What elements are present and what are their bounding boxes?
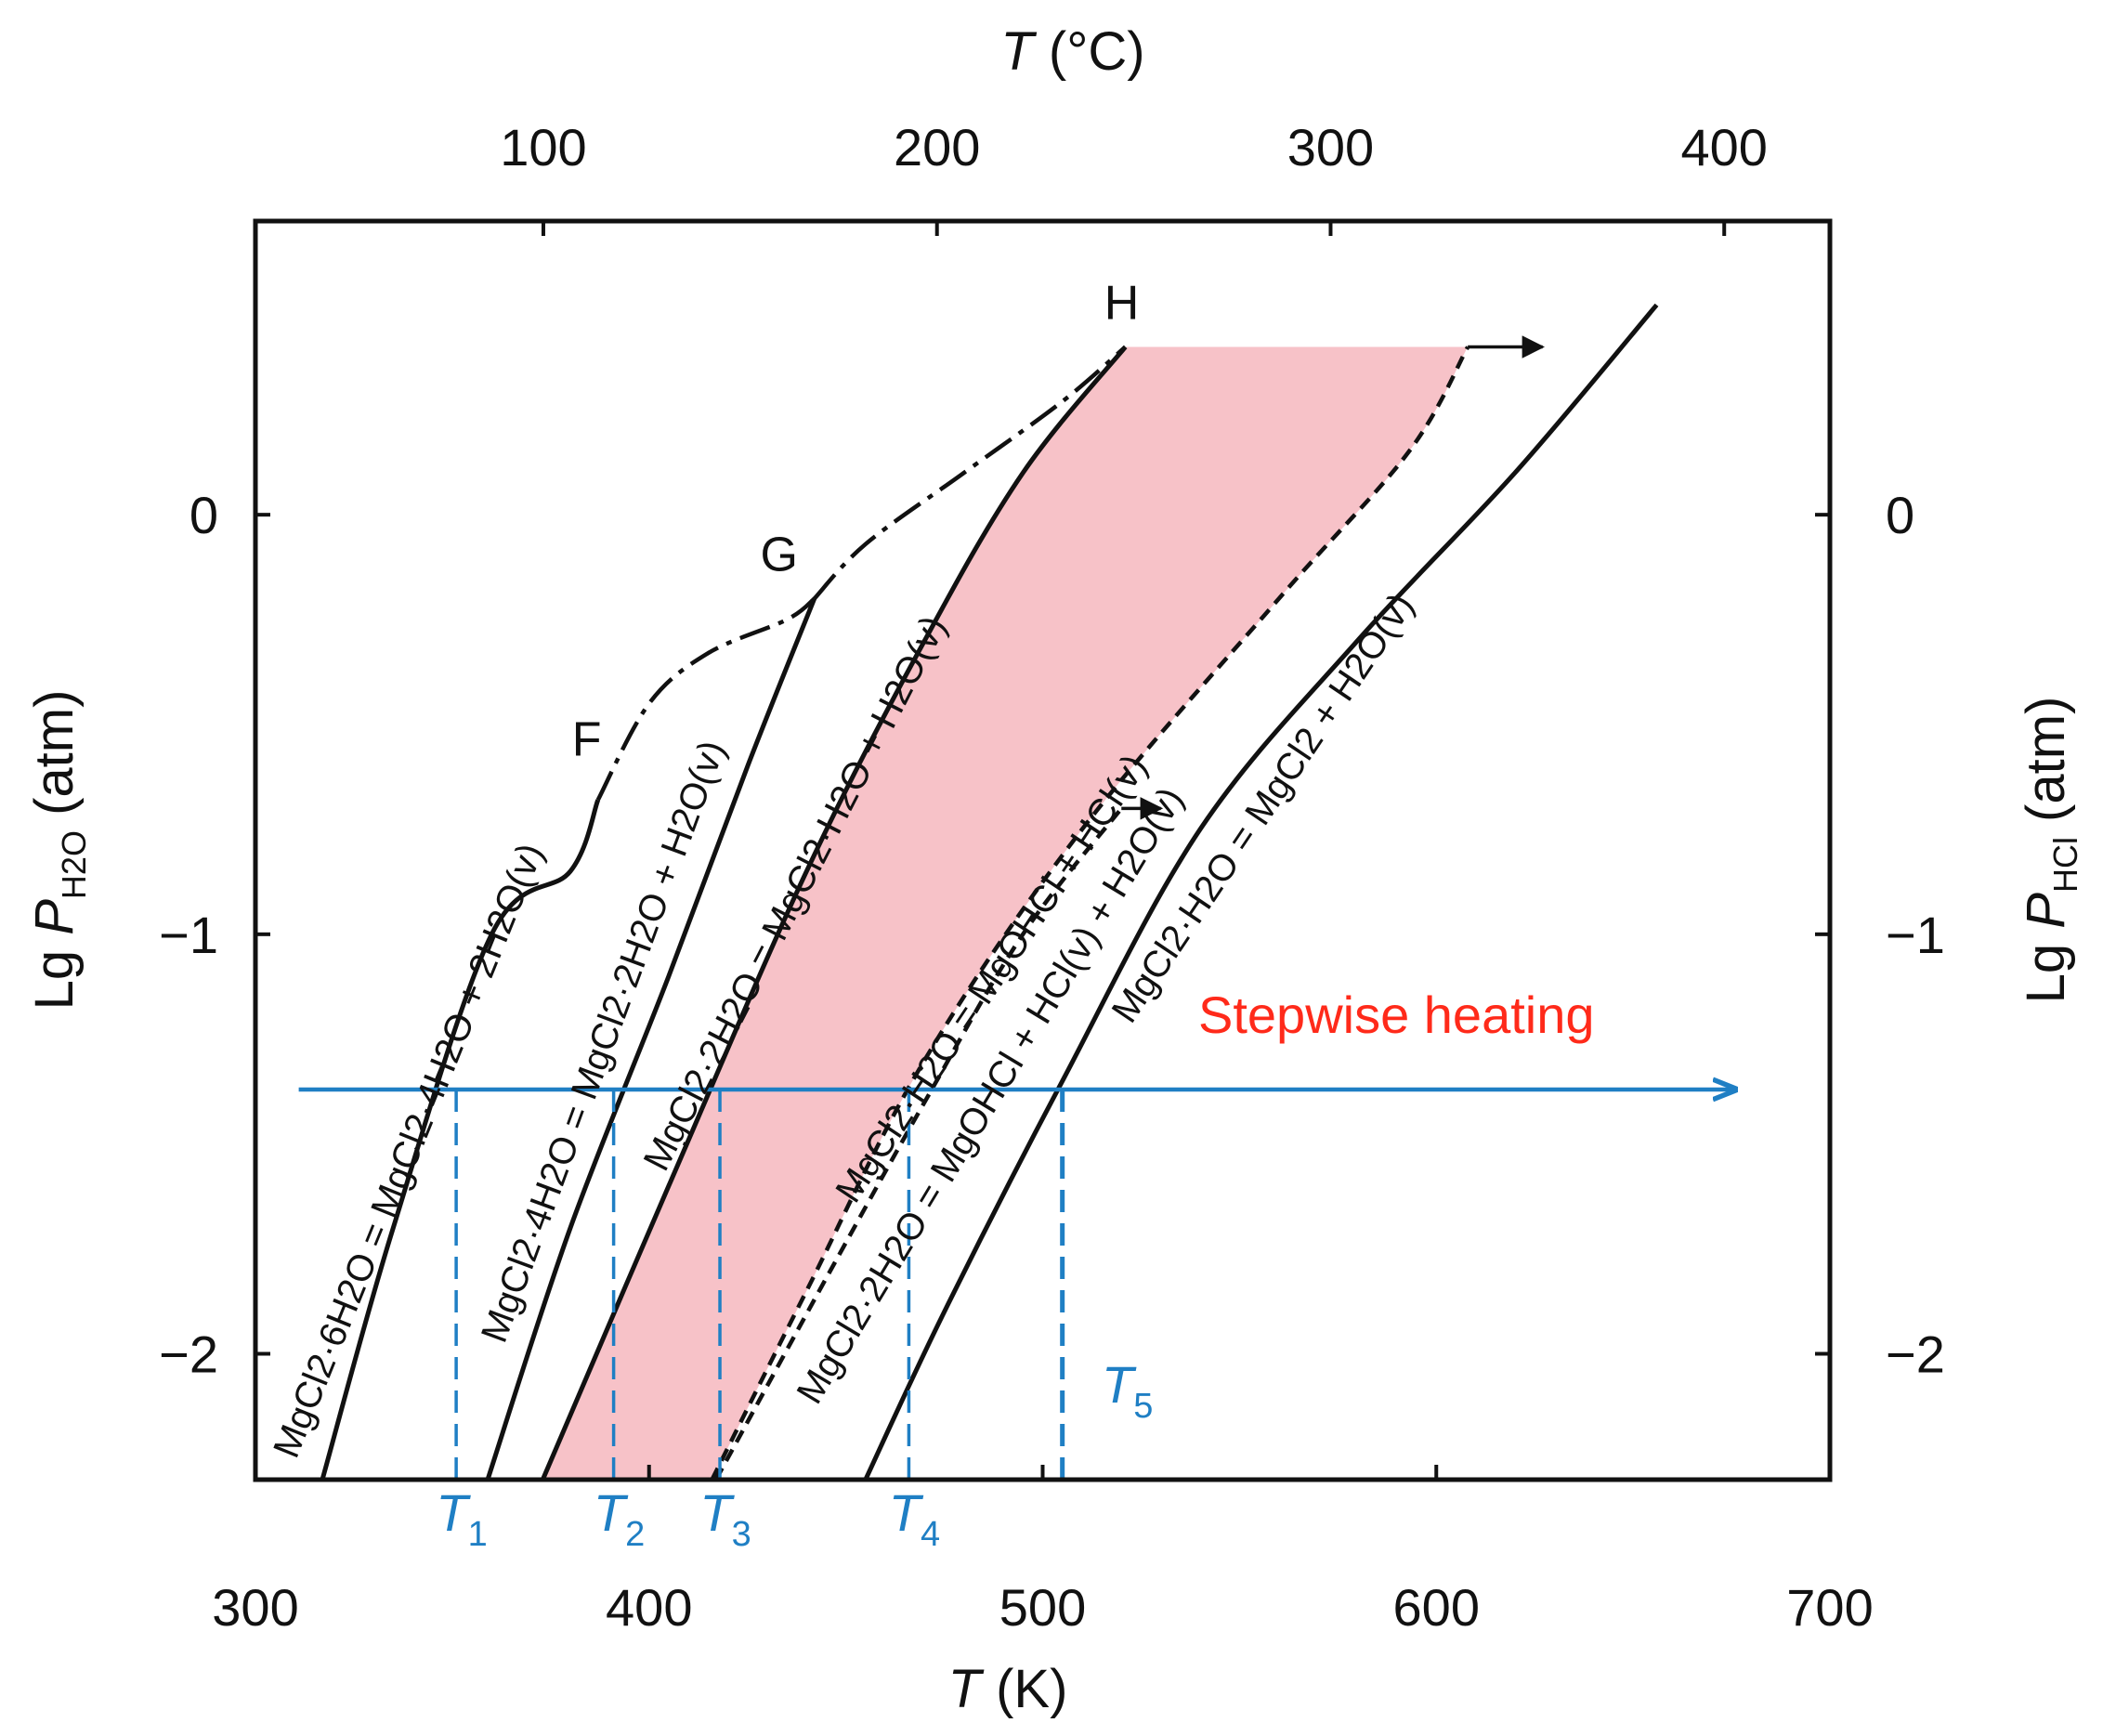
y-right-tick-label-2: −2 xyxy=(1886,1325,1945,1384)
curve-2 xyxy=(485,597,817,1480)
shaded-stable-region xyxy=(542,346,1469,1480)
point-label-F: F xyxy=(572,712,602,766)
y-left-tick-label-0: 0 xyxy=(189,486,218,544)
x-bottom-tick-label-500: 500 xyxy=(999,1578,1086,1637)
x-bottom-tick-label-600: 600 xyxy=(1393,1578,1480,1637)
x-top-tick-label-100: 100 xyxy=(500,118,586,176)
x-bottom-tick-label-400: 400 xyxy=(606,1578,692,1637)
point-label-G: G xyxy=(760,529,797,582)
x-top-axis-title: T (°C) xyxy=(1000,21,1144,82)
y-left-axis-title: Lg PH2O (atm) xyxy=(24,690,93,1011)
y-right-axis-title: Lg PHCl (atm) xyxy=(2016,697,2084,1004)
y-left-tick-label-1: −1 xyxy=(159,906,218,964)
y-right-tick-label-1: −1 xyxy=(1886,906,1945,964)
x-top-tick-label-200: 200 xyxy=(894,118,980,176)
temperature-label-3: T3 xyxy=(699,1483,751,1554)
curve-7 xyxy=(595,596,816,802)
curve-8 xyxy=(813,345,1127,601)
x-top-tick-label-300: 300 xyxy=(1287,118,1374,176)
y-left-tick-label-2: −2 xyxy=(159,1325,218,1384)
temperature-label-5: T5 xyxy=(1102,1355,1153,1426)
curve-3 xyxy=(541,345,1128,1480)
x-top-tick-label-400: 400 xyxy=(1681,118,1768,176)
curve-5 xyxy=(713,806,1124,1480)
y-right-tick-label-0: 0 xyxy=(1886,486,1914,544)
curve-6 xyxy=(863,303,1659,1480)
x-bottom-tick-label-700: 700 xyxy=(1786,1578,1873,1637)
curve-label-1: MgCl2·6H2O = MgCl2·4H2O + 2H2O(v) xyxy=(266,838,552,1464)
x-bottom-tick-label-300: 300 xyxy=(212,1578,298,1637)
temperature-label-2: T2 xyxy=(594,1483,645,1554)
stepwise-heating-label: Stepwise heating xyxy=(1198,985,1595,1044)
point-label-H: H xyxy=(1104,277,1140,331)
x-bottom-axis-title: T (K) xyxy=(948,1659,1068,1719)
temperature-label-1: T1 xyxy=(436,1483,487,1554)
temperature-label-4: T4 xyxy=(889,1483,940,1554)
curve-1 xyxy=(320,799,601,1480)
